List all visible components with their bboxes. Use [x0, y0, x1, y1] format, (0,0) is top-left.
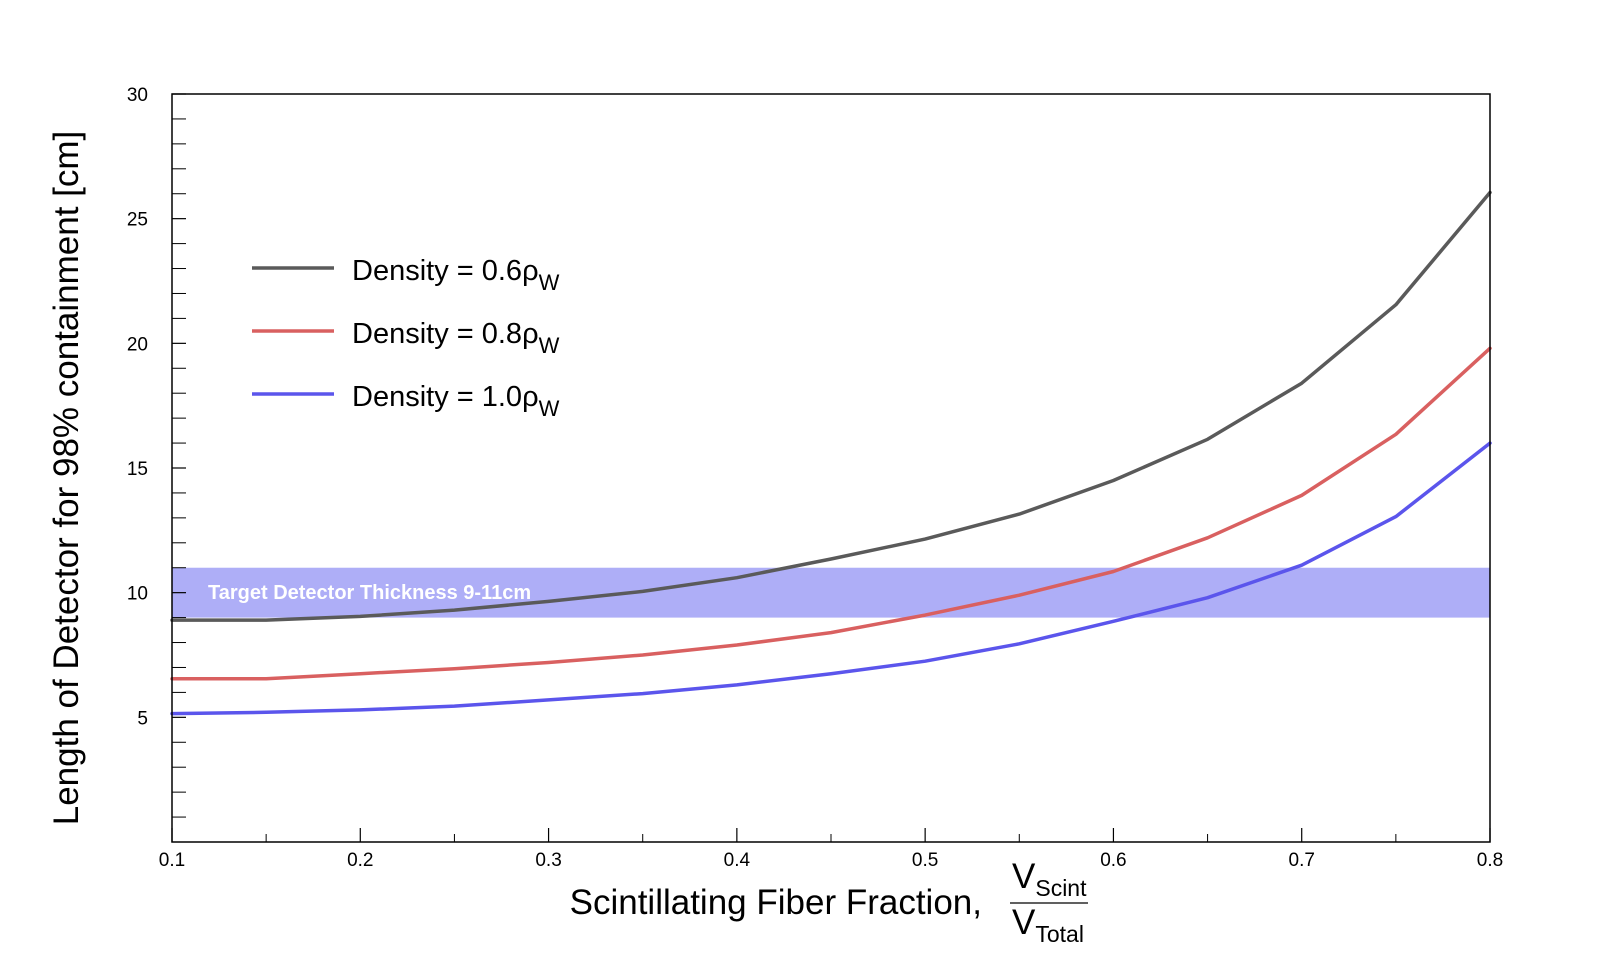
y-tick-label: 20 — [127, 334, 148, 355]
x-tick-label: 0.7 — [1289, 850, 1315, 871]
target-band-label: Target Detector Thickness 9-11cm — [208, 582, 531, 604]
x-tick-label: 0.1 — [159, 850, 185, 871]
series-line-2 — [170, 346, 1492, 681]
y-axis-title: Length of Detector for 98% containment [… — [47, 131, 86, 826]
series-line-1 — [170, 190, 1492, 622]
x-tick-label: 0.4 — [724, 850, 751, 871]
legend-label-main: Density = 1.0ρ — [352, 381, 539, 413]
legend-label-sub: W — [539, 270, 560, 295]
legend-label-2: Density = 0.8ρW — [352, 318, 560, 358]
legend-label-main: Density = 0.6ρ — [352, 255, 539, 287]
fraction-numerator: VScint — [1012, 857, 1087, 901]
series-line-3 — [170, 441, 1492, 716]
fraction-denominator-sub: Total — [1035, 921, 1084, 947]
x-tick-label: 0.8 — [1477, 850, 1503, 871]
plot-frame — [171, 93, 1491, 843]
y-tick-label: 10 — [127, 584, 148, 605]
y-tick-label: 30 — [127, 85, 148, 106]
x-tick-label: 0.5 — [912, 850, 938, 871]
y-tick-label: 25 — [127, 210, 148, 231]
y-tick-label: 5 — [137, 708, 148, 729]
y-tick-label: 15 — [127, 459, 148, 480]
x-tick-label: 0.2 — [347, 850, 373, 871]
target-band-layer: Target Detector Thickness 9-11cm — [172, 567, 1490, 618]
fraction-denominator-main: V — [1012, 903, 1036, 942]
legend-label-sub: W — [539, 396, 560, 421]
x-axis-title: Scintillating Fiber Fraction, — [570, 883, 982, 922]
fraction-numerator-sub: Scint — [1035, 875, 1087, 901]
legend-label-main: Density = 0.8ρ — [352, 318, 539, 350]
fraction-numerator-main: V — [1012, 857, 1036, 896]
legend-label-1: Density = 0.6ρW — [352, 255, 560, 295]
x-tick-label: 0.3 — [535, 850, 561, 871]
x-tick-label: 0.6 — [1100, 850, 1126, 871]
legend-label-3: Density = 1.0ρW — [352, 381, 560, 421]
series-layer — [170, 190, 1492, 716]
legend-label-sub: W — [539, 333, 560, 358]
axis-layer: 0.1 0.2 0.3 0.4 0.5 0.6 0.7 0.8 5 10 15 20 25 30 — [127, 85, 1503, 871]
x-axis-fraction: VScint VTotal — [1010, 857, 1088, 947]
fraction-denominator: VTotal — [1012, 903, 1084, 947]
